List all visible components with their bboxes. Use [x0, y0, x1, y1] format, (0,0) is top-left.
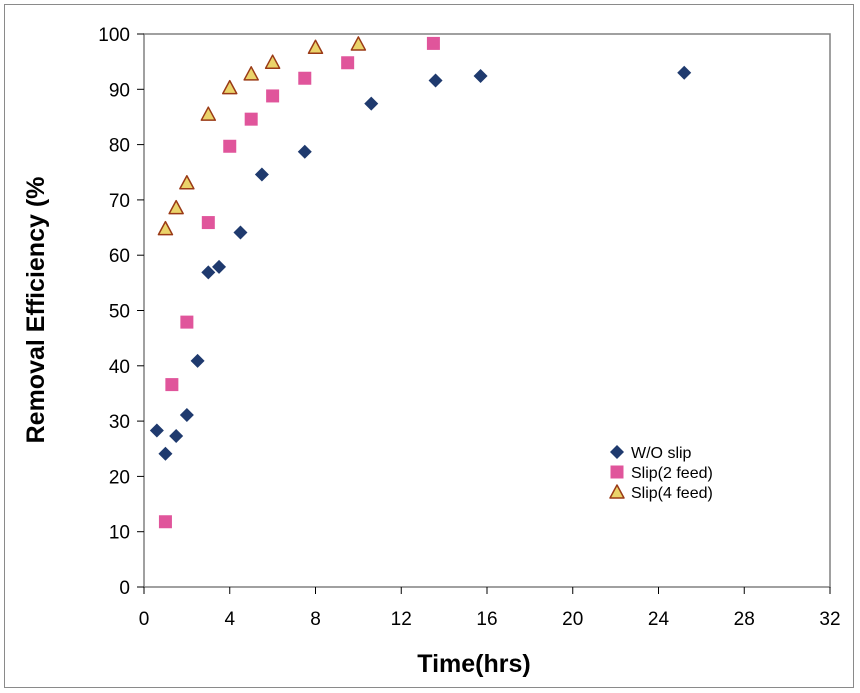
triangle-point — [179, 175, 195, 190]
x-tick-label: 4 — [224, 609, 235, 630]
diamond-point — [212, 259, 227, 274]
plot-area — [143, 33, 831, 588]
x-tick-label: 32 — [819, 609, 840, 630]
diamond-point — [158, 446, 173, 461]
square-point — [426, 36, 440, 50]
diamond-point — [473, 69, 488, 84]
legend-label: Slip(2 feed) — [631, 465, 713, 482]
triangle-point — [157, 220, 174, 236]
x-tick-label: 24 — [648, 609, 670, 630]
square-point — [223, 139, 237, 153]
square-point — [266, 89, 280, 103]
diamond-point — [254, 167, 269, 182]
triangle-point — [307, 39, 324, 55]
x-tick-label: 28 — [734, 609, 755, 630]
triangle-point — [264, 54, 281, 69]
square-point — [341, 56, 355, 70]
diamond-point — [179, 408, 194, 423]
square-point — [158, 515, 172, 529]
series-diamond — [149, 65, 692, 461]
x-tick-label: 0 — [139, 609, 150, 630]
y-tick-label: 100 — [98, 25, 130, 46]
triangle-point — [200, 106, 217, 121]
legend-square-marker — [610, 465, 624, 479]
x-tick-label: 16 — [476, 609, 497, 630]
legend-label: W/O slip — [631, 445, 692, 462]
y-axis-title: Removal Efficiency (% — [22, 177, 50, 444]
diamond-point — [149, 423, 164, 438]
legend-item: Slip(2 feed) — [610, 465, 713, 482]
series-triangle — [157, 36, 367, 236]
legend: W/O slip Slip(2 feed) Slip(4 feed) — [609, 445, 713, 502]
triangle-point — [168, 199, 184, 215]
diamond-point — [201, 265, 216, 280]
legend-item: Slip(4 feed) — [609, 484, 713, 502]
triangle-point — [222, 79, 238, 95]
y-tick-label: 20 — [109, 467, 130, 488]
y-tick-label: 10 — [109, 523, 130, 544]
y-tick-label: 70 — [109, 191, 130, 212]
x-tick-label: 12 — [391, 609, 412, 630]
data-points — [149, 36, 692, 529]
diamond-point — [297, 144, 312, 159]
legend-label: Slip(4 feed) — [631, 485, 713, 502]
x-tick-label: 8 — [310, 609, 321, 630]
y-tick-label: 90 — [109, 80, 130, 101]
x-tick-label: 20 — [562, 609, 583, 630]
y-axis-ticks: 0 10 20 30 40 50 60 70 80 90 100 — [98, 25, 144, 599]
legend-diamond-marker — [610, 445, 624, 459]
x-axis-title: Time(hrs) — [417, 650, 530, 678]
square-point — [165, 378, 179, 392]
diamond-point — [169, 429, 184, 444]
triangle-point — [243, 66, 259, 81]
diamond-point — [364, 96, 379, 111]
y-tick-label: 60 — [109, 246, 130, 267]
y-tick-label: 80 — [109, 136, 130, 157]
square-point — [298, 71, 312, 85]
y-tick-label: 40 — [109, 357, 130, 378]
square-point — [180, 315, 194, 329]
x-axis-ticks: 0 4 8 12 16 20 24 28 32 — [139, 587, 841, 630]
diamond-point — [233, 225, 248, 240]
diamond-point — [190, 353, 205, 368]
square-point — [244, 112, 258, 126]
diamond-point — [428, 73, 443, 88]
square-point — [201, 216, 215, 230]
legend-triangle-marker — [609, 484, 625, 499]
triangle-point — [350, 36, 367, 51]
series-square — [158, 36, 440, 529]
y-tick-label: 50 — [109, 302, 130, 323]
legend-item: W/O slip — [610, 445, 692, 462]
diamond-point — [677, 65, 692, 80]
y-tick-label: 0 — [119, 578, 130, 599]
y-tick-label: 30 — [109, 412, 130, 433]
